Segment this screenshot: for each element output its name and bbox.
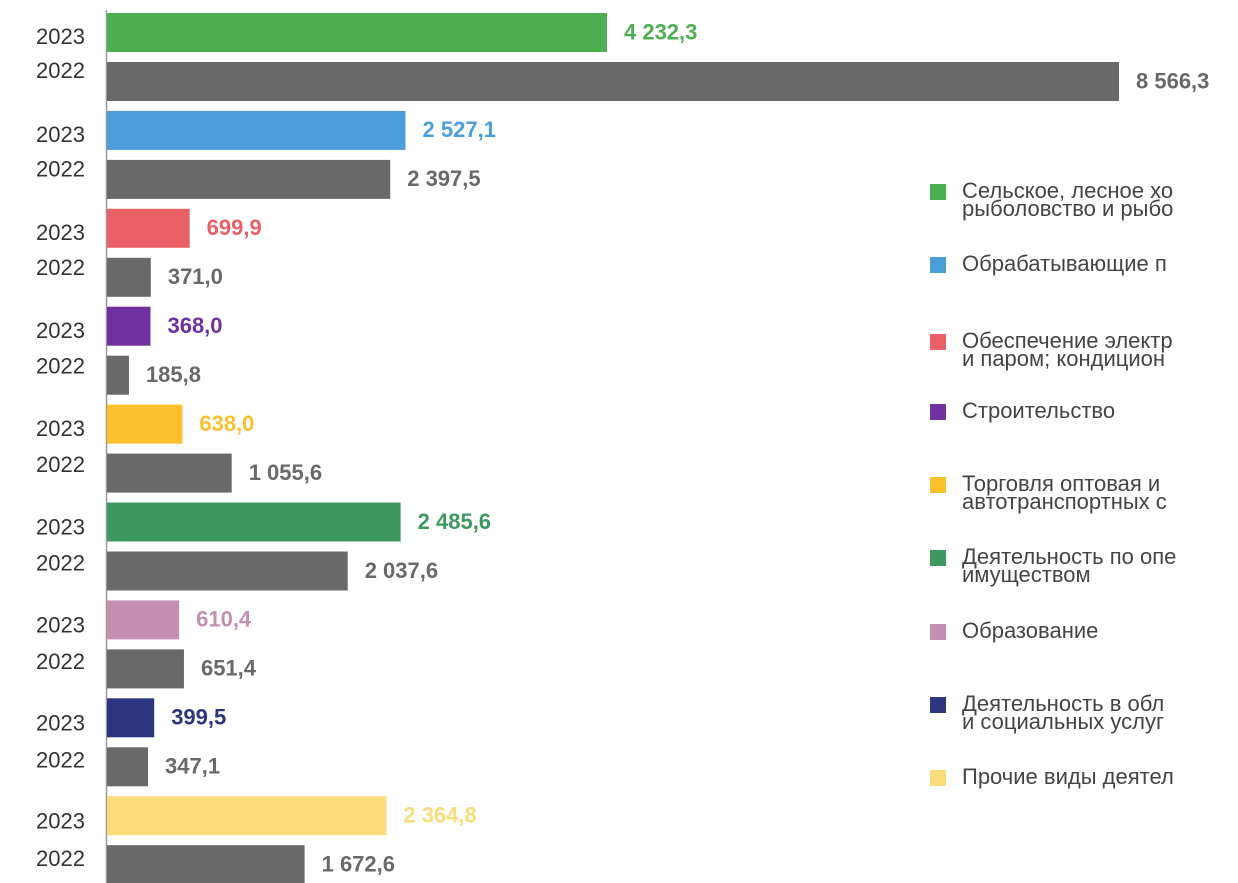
legend-label: Деятельность в обл (962, 691, 1164, 716)
value-label: 1 055,6 (249, 460, 322, 485)
value-label: 2 527,1 (423, 117, 496, 142)
year-label: 2022 (36, 353, 85, 378)
value-label: 8 566,3 (1136, 68, 1209, 93)
bar (107, 796, 387, 836)
bar (107, 845, 305, 883)
bar (107, 62, 1119, 101)
legend-label: и социальных услуг (962, 709, 1164, 734)
year-label: 2023 (36, 318, 85, 343)
bar (107, 110, 406, 150)
year-label: 2023 (36, 514, 85, 539)
legend-swatch (930, 257, 946, 273)
bar (107, 257, 151, 297)
year-label: 2022 (36, 255, 85, 280)
legend-label: Торговля оптовая и (962, 471, 1160, 496)
value-label: 368,0 (167, 313, 222, 338)
bar (107, 355, 129, 395)
legend-label: имуществом (962, 562, 1091, 587)
bar (107, 502, 401, 542)
bar (107, 551, 348, 591)
value-label: 2 364,8 (403, 803, 476, 828)
legend-swatch (930, 624, 946, 640)
year-label: 2022 (36, 156, 85, 181)
value-label: 638,0 (199, 411, 254, 436)
value-label: 2 037,6 (365, 558, 438, 583)
bar (107, 404, 183, 444)
bar (107, 698, 155, 738)
year-label: 2023 (36, 122, 85, 147)
year-label: 2023 (36, 24, 85, 49)
legend-swatch (930, 550, 946, 566)
bar (107, 747, 149, 787)
year-label: 2023 (36, 612, 85, 637)
legend-swatch (930, 697, 946, 713)
value-label: 347,1 (165, 754, 220, 779)
bar (107, 649, 184, 689)
legend-label: Строительство (962, 398, 1115, 423)
year-label: 2023 (36, 416, 85, 441)
year-label: 2022 (36, 649, 85, 674)
legend-label: Обрабатывающие п (962, 251, 1167, 276)
bar (107, 208, 190, 248)
year-label: 2023 (36, 809, 85, 834)
legend-swatch (930, 334, 946, 350)
legend-label: автотранспортных с (962, 489, 1167, 514)
legend-swatch (930, 477, 946, 493)
legend-label: и паром; кондицион (962, 346, 1165, 371)
value-label: 185,8 (146, 362, 201, 387)
year-label: 2022 (36, 58, 85, 83)
value-label: 651,4 (201, 656, 257, 681)
year-label: 2022 (36, 747, 85, 772)
legend-label: Прочие виды деятел (962, 764, 1174, 789)
bar (107, 13, 607, 52)
value-label: 2 397,5 (407, 166, 480, 191)
legend-swatch (930, 404, 946, 420)
value-label: 371,0 (168, 264, 223, 289)
bar (107, 600, 180, 640)
value-label: 699,9 (207, 215, 262, 240)
value-label: 4 232,3 (624, 19, 697, 44)
value-label: 1 672,6 (322, 852, 395, 877)
legend-label: Обеспечение электр (962, 328, 1173, 353)
value-label: 399,5 (171, 705, 226, 730)
value-label: 2 485,6 (418, 509, 491, 534)
year-label: 2022 (36, 452, 85, 477)
year-label: 2023 (36, 711, 85, 736)
legend-swatch (930, 770, 946, 786)
value-label: 610,4 (196, 607, 252, 632)
legend-label: Деятельность по опе (962, 544, 1176, 569)
bar (107, 453, 232, 493)
bar (107, 306, 151, 346)
legend-label: Образование (962, 618, 1098, 643)
legend-label: Сельское, лесное хо (962, 178, 1173, 203)
year-label: 2022 (36, 846, 85, 871)
year-label: 2022 (36, 550, 85, 575)
legend-label: рыболовство и рыбо (962, 196, 1173, 221)
year-label: 2023 (36, 220, 85, 245)
legend-swatch (930, 184, 946, 200)
bar (107, 159, 391, 199)
